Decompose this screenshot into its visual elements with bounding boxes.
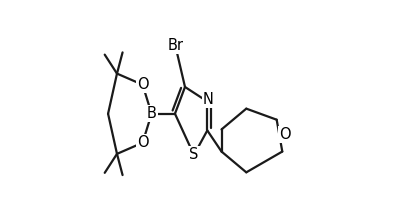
Text: N: N	[203, 92, 214, 107]
Text: O: O	[137, 77, 148, 92]
Text: O: O	[137, 135, 148, 150]
Text: Br: Br	[168, 38, 184, 53]
Text: B: B	[146, 106, 156, 121]
Text: S: S	[189, 147, 199, 163]
Text: O: O	[279, 127, 291, 142]
